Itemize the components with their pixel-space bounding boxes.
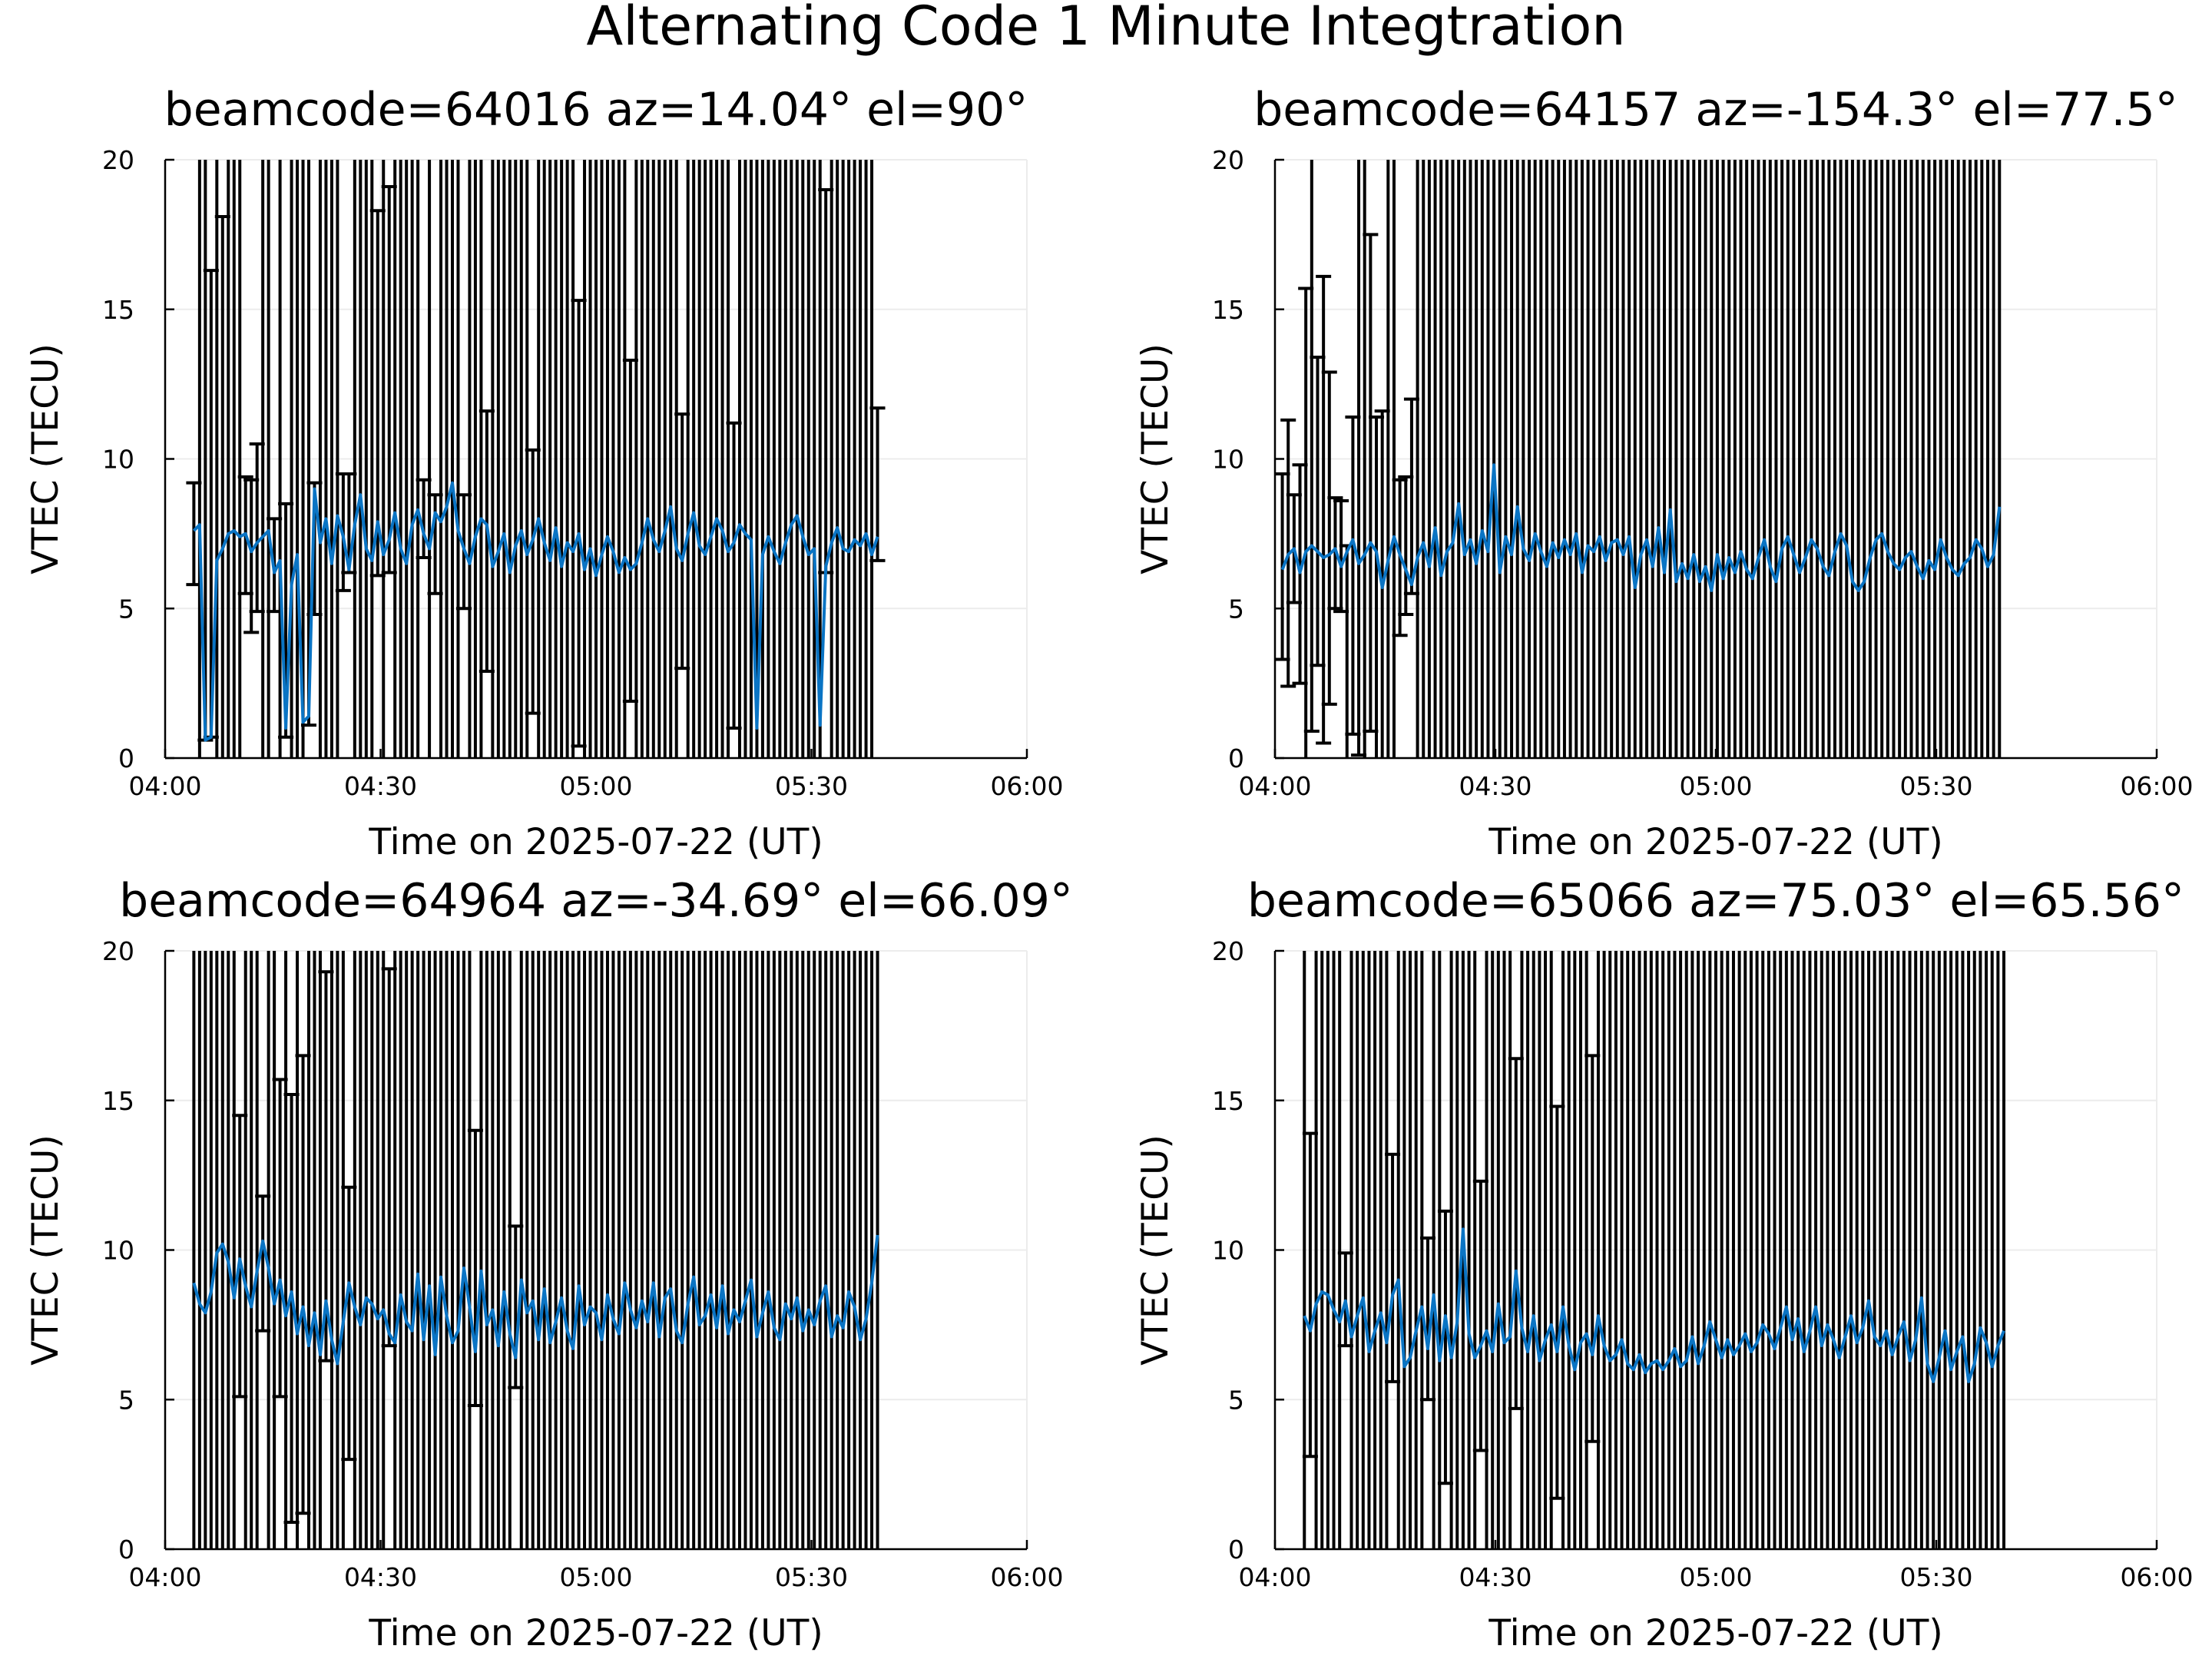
x-tick-label: 04:00 <box>1238 771 1311 801</box>
y-tick-label: 15 <box>102 295 134 325</box>
y-axis-label: VTEC (TECU) <box>1134 343 1177 575</box>
x-axis-label: Time on 2025-07-22 (UT) <box>368 821 823 863</box>
vtec-series-line <box>192 1234 879 1366</box>
y-tick-label: 0 <box>1228 1535 1244 1565</box>
y-axis-label: VTEC (TECU) <box>25 343 67 575</box>
y-tick-label: 20 <box>102 145 134 175</box>
y-tick-label: 10 <box>102 1236 134 1266</box>
x-tick-label: 05:30 <box>775 771 848 801</box>
y-tick-label: 0 <box>118 743 134 773</box>
panel-title: beamcode=64157 az=-154.3° el=77.5° <box>1253 83 2178 137</box>
y-tick-label: 15 <box>1212 1086 1244 1116</box>
y-tick-label: 15 <box>102 1086 134 1116</box>
y-tick-label: 0 <box>118 1535 134 1565</box>
x-tick-label: 06:00 <box>990 771 1063 801</box>
x-tick-label: 05:00 <box>1679 1562 1752 1592</box>
y-tick-label: 5 <box>118 594 134 624</box>
x-axis-label: Time on 2025-07-22 (UT) <box>1488 821 1942 863</box>
y-tick-label: 10 <box>1212 1236 1244 1266</box>
plot-area <box>192 951 879 1549</box>
vtec-series-line <box>1303 1227 2005 1383</box>
vtec-series-line <box>1280 463 2002 592</box>
plot-area <box>1302 951 2006 1549</box>
x-tick-label: 04:00 <box>128 771 201 801</box>
y-axis-label: VTEC (TECU) <box>1134 1134 1177 1366</box>
panel-2: 0 5 10 15 20 04:00 04:30 05:00 05:30 06:00 beamcod… <box>1134 83 2194 863</box>
x-tick-label: 05:30 <box>1899 771 1972 801</box>
panel-3: 0 5 10 15 20 04:00 04:30 05:00 05:30 06:00 beamcod… <box>25 874 1073 1654</box>
x-tick-label: 04:30 <box>1459 771 1532 801</box>
x-tick-label: 04:00 <box>1238 1562 1311 1592</box>
panel-1: 0 5 10 15 20 04:00 04:30 05:00 05:30 06:00 beamcod… <box>25 83 1064 863</box>
vtec-series-line <box>192 481 879 742</box>
panel-title: beamcode=65066 az=75.03° el=65.56° <box>1247 874 2184 928</box>
x-tick-label: 04:30 <box>344 1562 417 1592</box>
x-tick-label: 05:30 <box>775 1562 848 1592</box>
x-tick-label: 06:00 <box>990 1562 1063 1592</box>
x-axis-label: Time on 2025-07-22 (UT) <box>1488 1612 1942 1654</box>
y-tick-label: 5 <box>118 1385 134 1415</box>
y-tick-label: 5 <box>1228 1385 1244 1415</box>
y-tick-label: 0 <box>1228 743 1244 773</box>
y-tick-label: 15 <box>1212 295 1244 325</box>
x-tick-label: 04:30 <box>344 771 417 801</box>
y-axis-label: VTEC (TECU) <box>25 1134 67 1366</box>
x-tick-label: 06:00 <box>2120 771 2193 801</box>
plot-area <box>1275 160 2002 758</box>
x-tick-label: 05:00 <box>559 1562 632 1592</box>
y-tick-label: 20 <box>1212 936 1244 966</box>
y-tick-label: 10 <box>102 445 134 475</box>
x-tick-label: 05:30 <box>1899 1562 1972 1592</box>
plot-area <box>186 160 886 758</box>
y-tick-label: 10 <box>1212 445 1244 475</box>
x-tick-label: 05:00 <box>1679 771 1752 801</box>
y-tick-label: 20 <box>102 936 134 966</box>
x-tick-label: 06:00 <box>2120 1562 2193 1592</box>
panel-title: beamcode=64016 az=14.04° el=90° <box>164 83 1028 137</box>
panel-title: beamcode=64964 az=-34.69° el=66.09° <box>119 874 1073 928</box>
figure-title: Alternating Code 1 Minute Integtration <box>586 0 1625 58</box>
y-tick-label: 5 <box>1228 594 1244 624</box>
panel-4: 0 5 10 15 20 04:00 04:30 05:00 05:30 06:00 beamcod… <box>1134 874 2194 1654</box>
x-tick-label: 04:30 <box>1459 1562 1532 1592</box>
y-tick-label: 20 <box>1212 145 1244 175</box>
x-tick-label: 04:00 <box>128 1562 201 1592</box>
x-axis-label: Time on 2025-07-22 (UT) <box>368 1612 823 1654</box>
x-tick-label: 05:00 <box>559 771 632 801</box>
